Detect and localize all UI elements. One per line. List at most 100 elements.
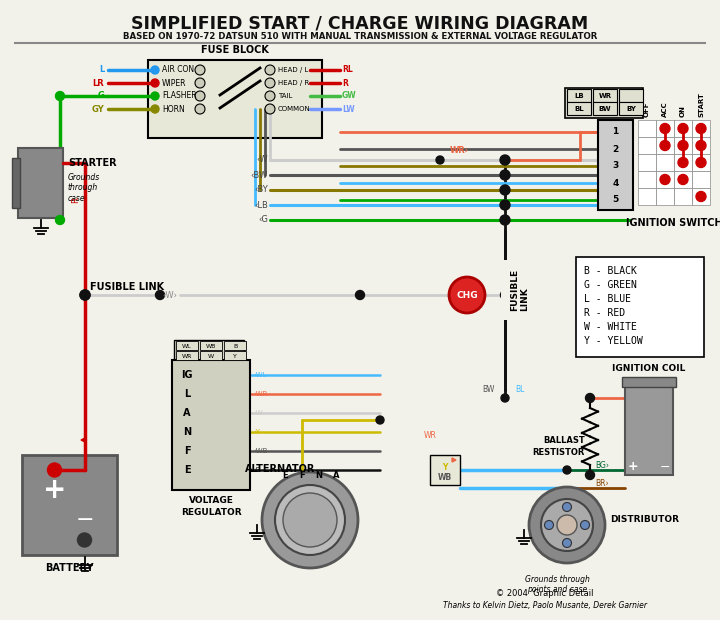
Text: FUSIBLE
LINK: FUSIBLE LINK xyxy=(510,269,529,311)
Circle shape xyxy=(195,65,205,75)
Text: ‹LB: ‹LB xyxy=(254,200,268,210)
Circle shape xyxy=(275,485,345,555)
FancyBboxPatch shape xyxy=(692,137,710,154)
FancyBboxPatch shape xyxy=(674,188,692,205)
Text: CHG: CHG xyxy=(456,291,478,299)
FancyBboxPatch shape xyxy=(692,154,710,171)
FancyBboxPatch shape xyxy=(18,148,63,218)
Text: Y - YELLOW: Y - YELLOW xyxy=(584,336,643,346)
Text: +: + xyxy=(42,476,66,504)
Circle shape xyxy=(80,290,90,300)
Text: A: A xyxy=(333,471,339,480)
Text: L: L xyxy=(184,389,190,399)
FancyBboxPatch shape xyxy=(22,455,117,555)
FancyBboxPatch shape xyxy=(12,158,20,208)
FancyBboxPatch shape xyxy=(656,188,674,205)
Circle shape xyxy=(78,533,91,547)
Text: ‹W›: ‹W› xyxy=(162,291,177,299)
Circle shape xyxy=(585,471,595,479)
Text: Grounds through
points and case: Grounds through points and case xyxy=(525,575,590,595)
Text: B: B xyxy=(233,343,237,348)
Text: E: E xyxy=(184,465,190,475)
Text: ‹G: ‹G xyxy=(258,216,268,224)
Text: HEAD / L: HEAD / L xyxy=(278,67,308,73)
Text: G: G xyxy=(97,92,104,100)
Text: B - BLACK: B - BLACK xyxy=(584,266,637,276)
Text: WR›: WR› xyxy=(450,146,469,155)
Circle shape xyxy=(500,155,510,165)
Circle shape xyxy=(55,92,65,100)
Text: A: A xyxy=(184,408,191,418)
Text: 4: 4 xyxy=(612,179,618,187)
Circle shape xyxy=(500,170,510,180)
FancyBboxPatch shape xyxy=(598,120,633,210)
FancyBboxPatch shape xyxy=(674,171,692,188)
Text: ACC: ACC xyxy=(662,102,668,117)
Text: WR: WR xyxy=(598,93,611,99)
Text: L - BLUE: L - BLUE xyxy=(584,294,631,304)
FancyBboxPatch shape xyxy=(567,89,591,102)
FancyBboxPatch shape xyxy=(638,137,656,154)
FancyBboxPatch shape xyxy=(619,89,643,102)
FancyBboxPatch shape xyxy=(656,171,674,188)
Circle shape xyxy=(265,78,275,88)
Text: ‹B: ‹B xyxy=(253,467,261,473)
Text: N: N xyxy=(183,427,191,437)
Circle shape xyxy=(678,123,688,133)
Text: GW: GW xyxy=(342,92,356,100)
Circle shape xyxy=(151,105,159,113)
Text: IGNITION SWITCH: IGNITION SWITCH xyxy=(626,218,720,228)
Circle shape xyxy=(660,174,670,185)
FancyBboxPatch shape xyxy=(638,171,656,188)
Circle shape xyxy=(449,277,485,313)
Text: FLASHER: FLASHER xyxy=(162,92,197,100)
Text: R: R xyxy=(71,197,80,203)
Text: VOLTAGE
REGULATOR: VOLTAGE REGULATOR xyxy=(181,496,241,517)
Circle shape xyxy=(563,466,571,474)
Text: ‹BW: ‹BW xyxy=(251,170,268,180)
Text: AIR CON: AIR CON xyxy=(162,66,194,74)
Text: DISTRIBUTOR: DISTRIBUTOR xyxy=(610,515,679,525)
Circle shape xyxy=(678,141,688,151)
Circle shape xyxy=(195,91,205,101)
FancyBboxPatch shape xyxy=(674,154,692,171)
Text: R: R xyxy=(342,79,348,87)
FancyBboxPatch shape xyxy=(692,171,710,188)
Text: ‹Y: ‹Y xyxy=(253,429,260,435)
Circle shape xyxy=(678,157,688,167)
Circle shape xyxy=(544,521,554,529)
Text: BL: BL xyxy=(574,106,584,112)
Circle shape xyxy=(265,65,275,75)
Text: W - WHITE: W - WHITE xyxy=(584,322,637,332)
Circle shape xyxy=(262,472,358,568)
Circle shape xyxy=(376,416,384,424)
Text: G - GREEN: G - GREEN xyxy=(584,280,637,290)
Circle shape xyxy=(562,539,572,547)
FancyBboxPatch shape xyxy=(176,341,198,350)
Text: IG: IG xyxy=(181,370,193,380)
Circle shape xyxy=(500,215,510,225)
Text: WR: WR xyxy=(423,431,436,440)
Circle shape xyxy=(660,123,670,133)
Text: BW: BW xyxy=(599,106,611,112)
Circle shape xyxy=(500,200,510,210)
FancyBboxPatch shape xyxy=(224,351,246,360)
Text: BALLAST
RESTISTOR: BALLAST RESTISTOR xyxy=(533,436,585,457)
Circle shape xyxy=(696,157,706,167)
Text: WB: WB xyxy=(206,343,216,348)
Text: START: START xyxy=(698,92,704,117)
Text: BL: BL xyxy=(515,385,524,394)
Text: LR: LR xyxy=(92,79,104,87)
Text: F: F xyxy=(300,471,305,480)
Circle shape xyxy=(500,185,510,195)
FancyBboxPatch shape xyxy=(625,385,673,475)
Text: GY: GY xyxy=(91,105,104,113)
FancyBboxPatch shape xyxy=(674,120,692,137)
Text: WR: WR xyxy=(182,353,192,358)
Circle shape xyxy=(195,78,205,88)
FancyBboxPatch shape xyxy=(593,89,617,102)
Circle shape xyxy=(557,515,577,535)
Text: −: − xyxy=(75,510,94,530)
Text: ON: ON xyxy=(680,105,686,117)
FancyBboxPatch shape xyxy=(567,102,591,115)
